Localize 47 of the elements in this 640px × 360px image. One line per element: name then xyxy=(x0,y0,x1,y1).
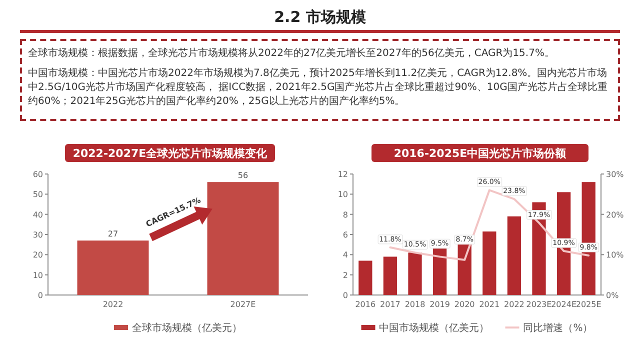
legend-label: 同比增速（%） xyxy=(523,322,593,334)
y-tick-label: 30 xyxy=(32,230,43,240)
y-tick-label: 0 xyxy=(342,291,348,300)
chart-title: 2016-2025E中国光芯片市场份额 xyxy=(394,147,568,160)
data-label: 56 xyxy=(238,171,248,180)
legend-label: 全球市场规模（亿美元） xyxy=(132,322,242,334)
legend-label: 中国市场规模（亿美元） xyxy=(379,322,490,334)
x-tick-label: 2023E xyxy=(526,300,552,309)
y2-tick-label: 30% xyxy=(606,170,624,179)
x-tick-label: 2017 xyxy=(380,300,400,309)
x-tick-label: 2022 xyxy=(504,300,524,309)
y2-tick-label: 0% xyxy=(606,291,620,300)
x-tick-label: 2025E xyxy=(576,300,602,309)
bar xyxy=(432,248,447,295)
y2-tick-label: 20% xyxy=(606,210,624,220)
x-tick-label: 2020 xyxy=(454,300,475,309)
x-tick-label: 2016 xyxy=(355,300,376,309)
bar xyxy=(482,231,496,295)
bar xyxy=(358,260,372,295)
x-tick-label: 2021 xyxy=(479,300,500,309)
bar xyxy=(507,216,522,295)
y-tick-label: 2 xyxy=(342,270,348,280)
chart-title: 2022-2027E全球光芯片市场规模变化 xyxy=(72,147,268,160)
y-tick-label: 12 xyxy=(338,170,348,179)
y-tick-label: 60 xyxy=(32,170,43,179)
y2-tick-label: 10% xyxy=(606,250,624,260)
y-tick-label: 0 xyxy=(38,291,43,300)
x-tick-label: 2022 xyxy=(102,300,124,309)
x-tick-label: 2019 xyxy=(430,300,450,309)
bar xyxy=(458,244,472,295)
data-label: 27 xyxy=(108,230,118,239)
bar xyxy=(408,252,422,295)
y-tick-label: 8 xyxy=(342,210,348,220)
y-tick-label: 6 xyxy=(342,230,348,240)
y-tick-label: 40 xyxy=(32,210,43,220)
bar xyxy=(383,256,398,295)
text: 全球市场规模：根据数据，全球光芯片市场规模将从2022年的27亿美元增长至2027年的56亿美元，CAGR为15.7%。 xyxy=(28,47,556,61)
y-tick-label: 20 xyxy=(32,250,43,260)
x-tick-label: 2024E xyxy=(551,300,577,309)
y-tick-label: 10 xyxy=(32,270,43,280)
y-tick-label: 4 xyxy=(342,250,348,260)
text: 中国市场规模：中国光芯片市场2022年市场规模为7.8亿美元，预计2025年增长到11.2亿美元，CAGR为12.8%。国内光芯片市场中2.5G/10G光芯片市场国产化程度较高， 据ICC数据，2021年2.5G国产光芯片占全球比重超过90%、10G国产光芯片占全球比重约60%；2021年25G光芯片的国产化率约20%，25G以上光芯片的国产化率约5%。 xyxy=(28,67,608,109)
y-tick-label: 10 xyxy=(338,190,348,200)
y-tick-label: 50 xyxy=(32,190,43,200)
x-tick-label: 2018 xyxy=(404,300,426,309)
text: 2.2 市场规模 xyxy=(20,8,620,33)
x-tick-label: 2027E xyxy=(230,300,256,309)
